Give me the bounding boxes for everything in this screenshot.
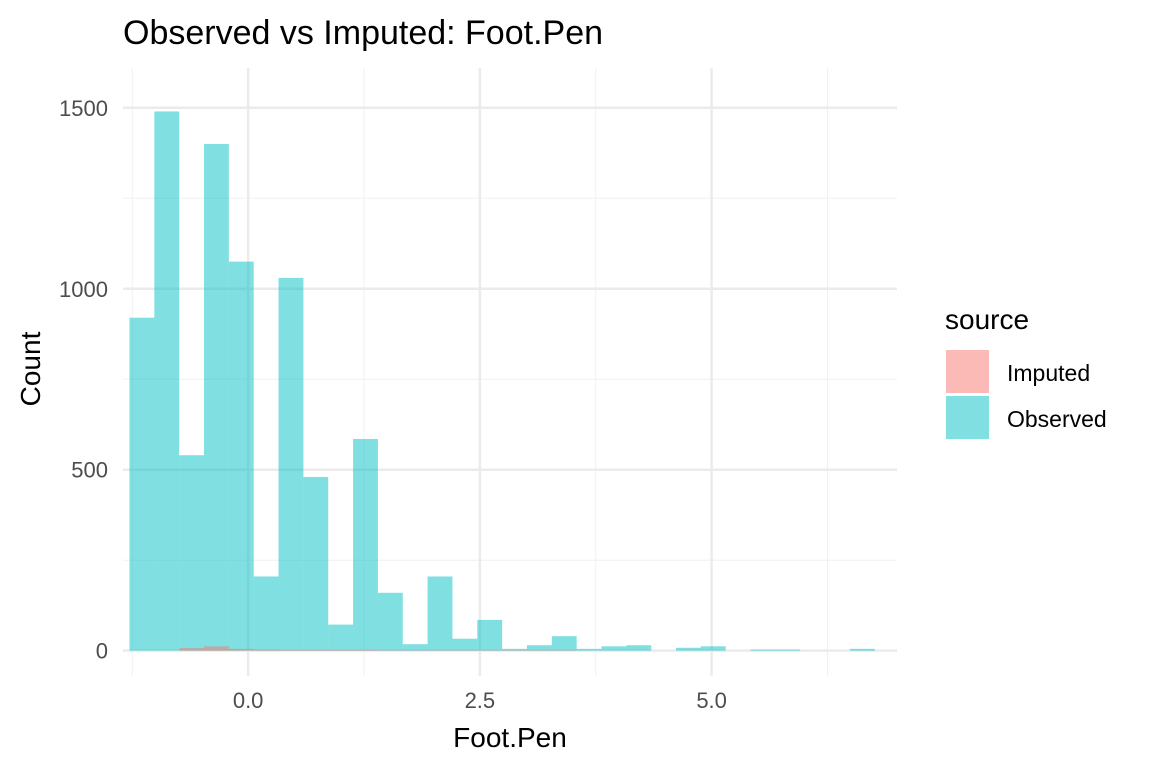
y-tick-label: 0 xyxy=(96,639,108,664)
imputed-bar xyxy=(353,649,378,651)
legend-label-observed: Observed xyxy=(1007,406,1107,432)
observed-bar xyxy=(377,592,403,651)
observed-bar xyxy=(353,438,378,651)
x-tick-label: 2.5 xyxy=(465,688,496,713)
x-axis-ticks: 0.0 2.5 5.0 xyxy=(233,688,727,713)
y-tick-label: 500 xyxy=(71,458,108,483)
legend: source Imputed Observed xyxy=(945,304,1107,439)
imputed-bar xyxy=(278,649,304,651)
y-tick-label: 1500 xyxy=(59,96,108,121)
x-tick-label: 5.0 xyxy=(696,688,727,713)
observed-bar xyxy=(576,648,602,651)
imputed-bars xyxy=(179,646,577,651)
observed-bar xyxy=(278,277,304,651)
chart-title: Observed vs Imputed: Foot.Pen xyxy=(123,14,603,52)
imputed-bar xyxy=(253,649,279,651)
observed-bar xyxy=(228,261,254,651)
observed-bar xyxy=(253,576,279,651)
observed-bar xyxy=(750,649,776,651)
observed-bar xyxy=(775,649,801,651)
imputed-bar xyxy=(303,649,329,651)
observed-bar xyxy=(502,648,527,651)
y-axis-title: Count xyxy=(15,331,46,406)
imputed-bar xyxy=(328,649,354,651)
legend-label-imputed: Imputed xyxy=(1007,360,1090,386)
observed-bar xyxy=(700,646,726,651)
observed-bars xyxy=(129,111,875,651)
observed-bar xyxy=(626,645,652,651)
observed-bar xyxy=(204,144,229,651)
observed-bar xyxy=(154,111,180,651)
x-axis-title: Foot.Pen xyxy=(453,722,567,753)
imputed-bar xyxy=(179,648,205,651)
y-axis-ticks: 0 500 1000 1500 xyxy=(59,96,108,664)
legend-title: source xyxy=(945,304,1029,335)
imputed-bar xyxy=(204,646,229,651)
observed-bar xyxy=(427,576,453,651)
observed-bar xyxy=(601,646,627,651)
observed-bar xyxy=(402,644,428,651)
y-tick-label: 1000 xyxy=(59,277,108,302)
observed-bar xyxy=(551,636,577,651)
observed-bar xyxy=(179,455,205,651)
observed-bar xyxy=(849,648,875,651)
observed-bar xyxy=(477,619,503,651)
imputed-bar xyxy=(228,648,254,651)
observed-bar xyxy=(676,647,701,651)
observed-bar xyxy=(129,317,155,651)
legend-key-observed xyxy=(946,396,989,439)
observed-bar xyxy=(526,645,552,651)
observed-bar xyxy=(328,624,354,651)
observed-bar xyxy=(303,476,329,651)
x-tick-label: 0.0 xyxy=(233,688,264,713)
observed-bar xyxy=(452,638,478,651)
legend-key-imputed xyxy=(946,350,989,393)
